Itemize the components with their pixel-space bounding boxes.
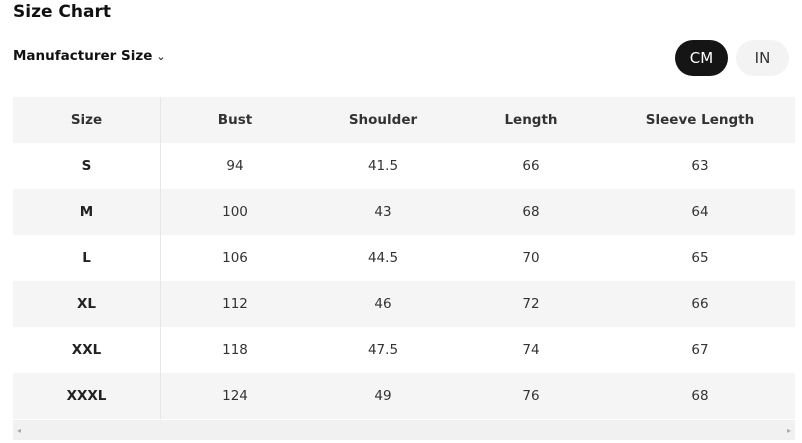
table-cell: 66 xyxy=(522,158,540,174)
scroll-left-icon[interactable]: ◂ xyxy=(17,425,22,435)
header-bust: Bust xyxy=(217,112,253,128)
table-cell: M xyxy=(13,189,161,235)
table-cell: 41.5 xyxy=(367,158,399,174)
table-cell: 106 xyxy=(222,250,248,266)
size-table: Size Bust Shoulder Length Sleeve Length … xyxy=(13,97,795,419)
table-cell: 64 xyxy=(691,204,709,220)
manufacturer-size-label: Manufacturer Size xyxy=(13,48,153,64)
table-cell: 94 xyxy=(226,158,244,174)
table-cell: 112 xyxy=(222,296,248,312)
table-cell: XL xyxy=(13,281,161,327)
header-shoulder: Shoulder xyxy=(348,112,418,128)
unit-toggle: CM IN xyxy=(675,40,789,76)
header-size: Size xyxy=(13,97,161,143)
horizontal-scrollbar[interactable]: ◂ ▸ xyxy=(13,420,795,440)
scroll-right-icon[interactable]: ▸ xyxy=(786,425,791,435)
table-cell: 43 xyxy=(374,204,392,220)
table-cell: 46 xyxy=(374,296,392,312)
table-row: L 106 44.5 70 65 xyxy=(13,235,795,281)
table-row: S 94 41.5 66 63 xyxy=(13,143,795,189)
table-cell: 68 xyxy=(691,388,709,404)
table-cell: 67 xyxy=(691,342,709,358)
table-cell: S xyxy=(13,143,161,189)
table-cell: 124 xyxy=(222,388,248,404)
table-cell: 47.5 xyxy=(367,342,399,358)
unit-cm-button[interactable]: CM xyxy=(675,40,728,76)
table-cell: 68 xyxy=(522,204,540,220)
table-cell: XXXL xyxy=(13,373,161,419)
table-cell: 76 xyxy=(522,388,540,404)
unit-in-button[interactable]: IN xyxy=(736,40,789,76)
table-cell: 70 xyxy=(522,250,540,266)
table-row: XXL 118 47.5 74 67 xyxy=(13,327,795,373)
table-cell: 100 xyxy=(222,204,248,220)
table-cell: 74 xyxy=(522,342,540,358)
table-header-row: Size Bust Shoulder Length Sleeve Length xyxy=(13,97,795,143)
table-cell: 63 xyxy=(691,158,709,174)
page-title: Size Chart xyxy=(13,2,111,22)
table-cell: 118 xyxy=(222,342,248,358)
table-cell: L xyxy=(13,235,161,281)
table-cell: XXL xyxy=(13,327,161,373)
table-cell: 44.5 xyxy=(367,250,399,266)
header-length: Length xyxy=(504,112,558,128)
chevron-down-icon: ⌄ xyxy=(156,49,166,63)
table-row: XL 112 46 72 66 xyxy=(13,281,795,327)
table-cell: 65 xyxy=(691,250,709,266)
table-cell: 49 xyxy=(374,388,392,404)
table-row: XXXL 124 49 76 68 xyxy=(13,373,795,419)
manufacturer-size-dropdown[interactable]: Manufacturer Size ⌄ xyxy=(13,48,166,64)
table-cell: 66 xyxy=(691,296,709,312)
header-sleeve-length: Sleeve Length xyxy=(645,112,755,128)
table-row: M 100 43 68 64 xyxy=(13,189,795,235)
table-cell: 72 xyxy=(522,296,540,312)
